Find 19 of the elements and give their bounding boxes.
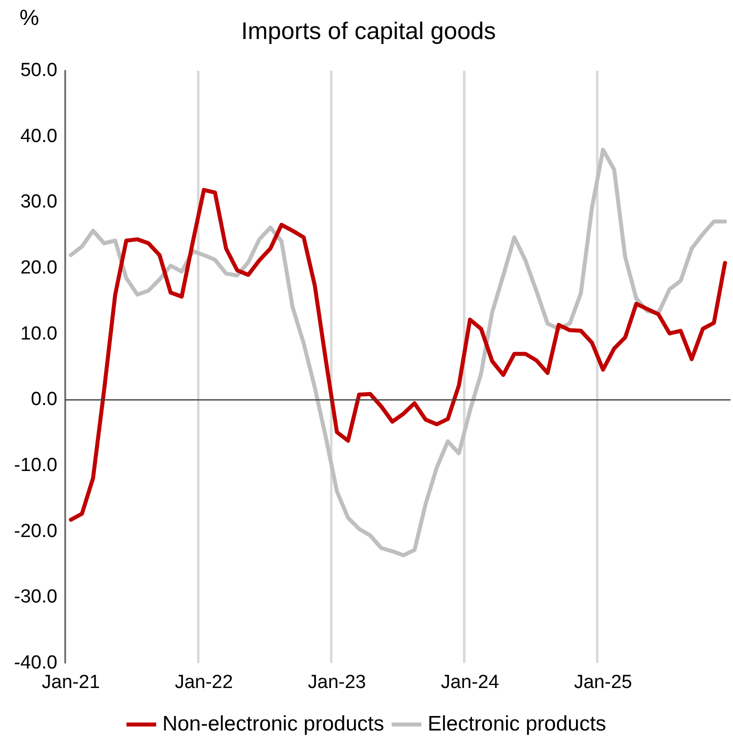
y-tick-label: -40.0: [14, 652, 58, 674]
y-tick-label: 30.0: [20, 192, 58, 213]
chart-title: Imports of capital goods: [241, 18, 496, 46]
x-tick-label: Jan-23: [308, 672, 366, 693]
y-axis-title: %: [20, 5, 40, 30]
y-tick-label: 10.0: [20, 323, 58, 344]
x-tick-label: Jan-25: [574, 672, 632, 693]
legend-label: Non-electronic products: [162, 712, 384, 736]
legend-label: Electronic products: [428, 712, 606, 736]
y-tick-label: 0.0: [30, 389, 58, 410]
x-tick-label: Jan-21: [42, 672, 100, 693]
y-tick-label: -30.0: [14, 586, 58, 608]
y-tick-label: -10.0: [14, 454, 58, 476]
y-tick-label: 20.0: [20, 258, 58, 278]
y-tick-label: 50.0: [20, 60, 58, 82]
y-tick-label: 40.0: [20, 126, 58, 147]
x-tick-label: Jan-22: [174, 672, 233, 693]
y-tick-label: -20.0: [14, 520, 58, 542]
x-tick-label: Jan-24: [440, 672, 500, 693]
